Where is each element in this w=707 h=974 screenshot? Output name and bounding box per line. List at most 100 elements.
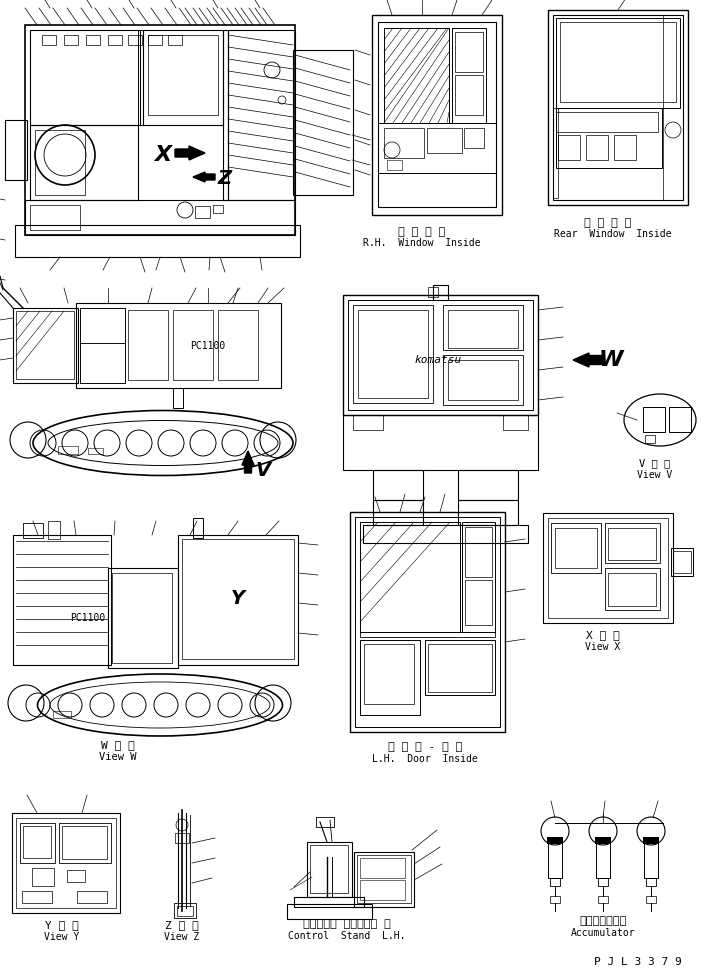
Text: Accumulator: Accumulator bbox=[571, 928, 636, 938]
Bar bbox=[30, 205, 80, 230]
Bar bbox=[553, 15, 683, 200]
Text: Y 　 視: Y 視 bbox=[45, 920, 79, 930]
Bar bbox=[669, 407, 691, 432]
Ellipse shape bbox=[624, 394, 696, 446]
Bar bbox=[174, 903, 196, 918]
Text: Y: Y bbox=[231, 588, 245, 608]
Bar bbox=[76, 303, 281, 388]
Bar bbox=[358, 310, 428, 398]
Text: コントロー ルスタンド 左: コントロー ルスタンド 左 bbox=[303, 919, 391, 929]
Bar bbox=[548, 10, 688, 205]
Bar bbox=[378, 123, 496, 173]
Bar bbox=[643, 407, 665, 432]
Bar bbox=[13, 308, 78, 383]
Text: W 　 視: W 視 bbox=[101, 740, 135, 750]
Bar bbox=[108, 35, 122, 45]
Bar bbox=[178, 535, 298, 665]
Text: 左 ド ア - 内 側: 左 ド ア - 内 側 bbox=[388, 742, 462, 752]
Bar bbox=[614, 135, 636, 160]
Bar bbox=[173, 388, 183, 408]
Bar bbox=[175, 833, 189, 843]
Bar bbox=[148, 35, 218, 115]
Bar bbox=[23, 523, 43, 538]
Bar bbox=[598, 896, 608, 903]
Bar bbox=[387, 160, 402, 170]
Bar bbox=[218, 310, 258, 380]
Bar bbox=[598, 878, 608, 886]
Bar bbox=[433, 285, 448, 300]
Bar bbox=[48, 521, 60, 539]
Bar bbox=[108, 568, 178, 668]
Bar bbox=[550, 896, 560, 903]
Bar bbox=[80, 343, 125, 383]
Bar bbox=[550, 878, 560, 886]
Bar bbox=[663, 15, 683, 200]
Bar bbox=[64, 35, 78, 45]
Bar bbox=[427, 128, 462, 153]
Bar bbox=[605, 568, 660, 610]
Text: V: V bbox=[255, 462, 271, 480]
Bar bbox=[30, 125, 138, 200]
Text: View Z: View Z bbox=[164, 932, 199, 942]
Bar bbox=[428, 644, 492, 692]
Bar bbox=[22, 891, 52, 903]
Bar bbox=[645, 435, 655, 443]
Bar bbox=[223, 30, 228, 200]
Bar bbox=[548, 843, 562, 878]
Bar bbox=[287, 904, 372, 919]
Text: Z: Z bbox=[218, 169, 232, 188]
Bar bbox=[182, 539, 294, 659]
Bar bbox=[112, 573, 172, 663]
Bar bbox=[355, 517, 500, 727]
Bar bbox=[452, 28, 486, 123]
Bar bbox=[343, 295, 538, 415]
Bar bbox=[77, 891, 107, 903]
Bar bbox=[80, 308, 125, 343]
Bar bbox=[35, 130, 85, 195]
Bar bbox=[378, 22, 496, 207]
Bar bbox=[595, 837, 611, 844]
Bar bbox=[16, 311, 74, 379]
Text: 右 窓 内 側: 右 窓 内 側 bbox=[398, 227, 445, 237]
Bar bbox=[553, 108, 558, 198]
Bar bbox=[551, 523, 601, 573]
Bar bbox=[558, 135, 580, 160]
Bar bbox=[464, 128, 484, 148]
FancyArrow shape bbox=[175, 146, 205, 160]
Bar bbox=[425, 640, 495, 695]
Bar bbox=[373, 500, 423, 525]
Text: V 　 視: V 視 bbox=[639, 458, 671, 468]
Bar bbox=[138, 30, 143, 125]
Bar bbox=[67, 870, 85, 882]
Bar bbox=[547, 837, 563, 844]
Bar bbox=[543, 513, 673, 623]
Bar bbox=[177, 906, 193, 916]
Text: アキュムレータ: アキュムレータ bbox=[579, 916, 626, 926]
Bar bbox=[316, 817, 334, 827]
FancyArrow shape bbox=[193, 172, 215, 182]
Bar bbox=[343, 415, 538, 470]
Text: X 　 視: X 視 bbox=[586, 630, 620, 640]
Bar bbox=[350, 512, 505, 732]
Bar bbox=[360, 632, 495, 637]
Bar bbox=[608, 573, 656, 606]
Bar bbox=[671, 548, 693, 576]
Bar bbox=[646, 878, 656, 886]
Text: Z 　 視: Z 視 bbox=[165, 920, 199, 930]
Bar bbox=[58, 446, 78, 454]
Bar bbox=[608, 528, 656, 560]
Bar bbox=[646, 896, 656, 903]
Bar bbox=[560, 22, 676, 102]
Bar bbox=[195, 206, 210, 218]
Bar bbox=[86, 35, 100, 45]
Bar bbox=[364, 644, 414, 704]
Bar bbox=[213, 205, 223, 213]
Bar bbox=[16, 818, 116, 908]
Bar bbox=[173, 310, 213, 380]
Text: Rear  Window  Inside: Rear Window Inside bbox=[554, 229, 672, 239]
Bar bbox=[353, 305, 433, 403]
Text: View W: View W bbox=[99, 752, 136, 762]
Bar bbox=[372, 15, 502, 215]
Bar bbox=[556, 112, 658, 132]
Bar bbox=[555, 528, 597, 568]
